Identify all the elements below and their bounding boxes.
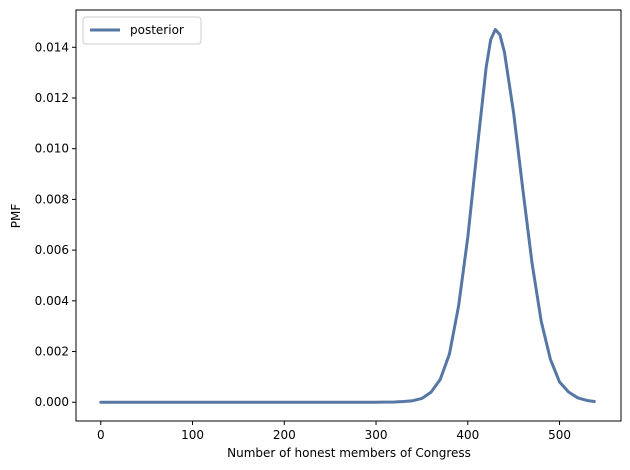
- series-line-posterior: [99, 28, 596, 404]
- x-tick-label: 500: [548, 428, 571, 442]
- y-axis-label: PMF: [9, 204, 23, 229]
- x-tick-label: 200: [273, 428, 296, 442]
- x-tick-label: 300: [365, 428, 388, 442]
- y-tick-label: 0.012: [35, 91, 69, 105]
- y-tick-label: 0.010: [35, 142, 69, 156]
- legend-box: [82, 16, 202, 45]
- y-tick-label: 0.008: [35, 192, 69, 206]
- axis-ticks: 0 100 200 300 400 500 0.000 0.002 0.004 0.006 0.00…: [35, 40, 571, 442]
- x-tick-label: 100: [181, 428, 204, 442]
- x-axis-label: Number of honest members of Congress: [227, 446, 471, 460]
- legend: posterior: [82, 16, 202, 45]
- y-tick-label: 0.000: [35, 395, 69, 409]
- x-tick-label: 400: [456, 428, 479, 442]
- legend-label-posterior: posterior: [130, 23, 184, 37]
- x-tick-label: 0: [97, 428, 105, 442]
- y-tick-label: 0.014: [35, 40, 69, 54]
- y-tick-label: 0.002: [35, 345, 69, 359]
- plot-frame: [75, 9, 622, 422]
- y-tick-label: 0.004: [35, 294, 69, 308]
- y-tick-label: 0.006: [35, 243, 69, 257]
